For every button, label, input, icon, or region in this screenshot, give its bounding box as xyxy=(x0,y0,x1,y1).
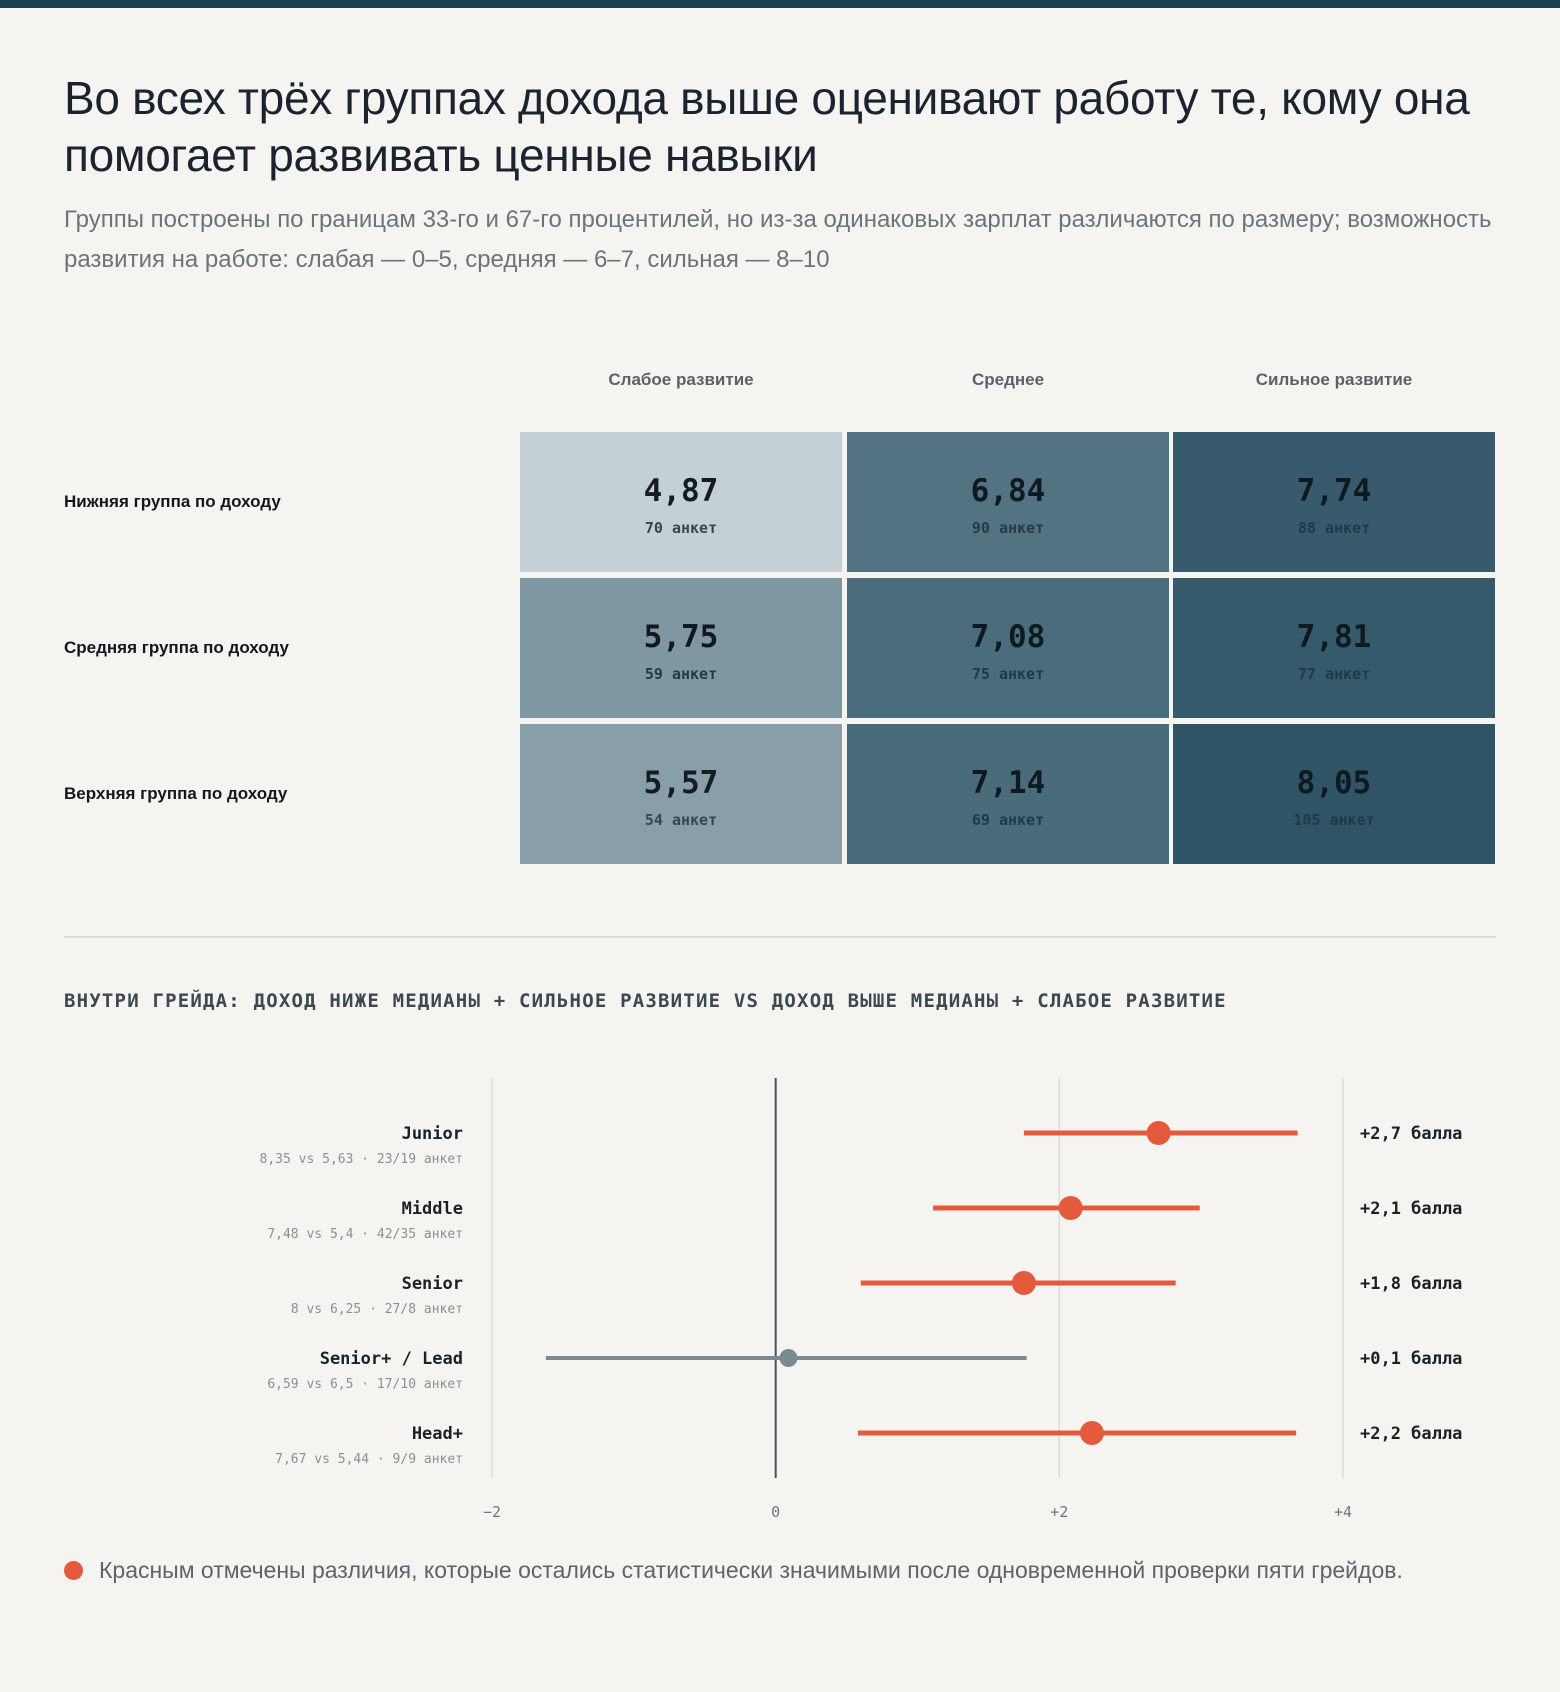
point-estimate xyxy=(1011,1271,1036,1295)
point-estimate xyxy=(779,1349,798,1367)
grade-label: Senior+ / Lead xyxy=(320,1349,463,1369)
page-title: Во всех трёх группах дохода выше оценива… xyxy=(64,72,1470,181)
heatmap-cell-count: 59 анкет xyxy=(644,665,718,683)
heatmap-cell: 7,74 88 анкет xyxy=(1173,432,1495,572)
point-estimate xyxy=(1058,1196,1083,1220)
point-estimate xyxy=(1146,1121,1171,1145)
heatmap-cell: 7,81 77 анкет xyxy=(1173,578,1495,718)
heatmap-cell-value: 7,74 xyxy=(1296,473,1372,509)
footnote-text: Красным отмечены различия, которые остал… xyxy=(99,1557,1403,1583)
heatmap-row-label: Нижняя группа по доходу xyxy=(64,492,281,511)
heatmap-cell-value: 7,08 xyxy=(970,619,1046,655)
heatmap-row-label: Верхняя группа по доходу xyxy=(64,784,288,803)
effect-label: +2,1 балла xyxy=(1360,1199,1462,1219)
top-accent-bar xyxy=(0,0,1560,8)
heatmap-cell-count: 77 анкет xyxy=(1297,665,1371,683)
grade-detail: 7,67 vs 5,44 · 9/9 анкет xyxy=(275,1452,463,1467)
x-tick-label: −2 xyxy=(483,1503,501,1521)
heatmap-column-header: Среднее xyxy=(971,370,1045,389)
heatmap-cell-count: 88 анкет xyxy=(1297,519,1371,537)
section-divider xyxy=(64,936,1496,938)
heatmap-cell: 4,87 70 анкет xyxy=(520,432,842,572)
heatmap-cell: 5,57 54 анкет xyxy=(520,724,842,864)
heatmap-cell: 6,84 90 анкет xyxy=(847,432,1169,572)
heatmap-cell: 8,05 105 анкет xyxy=(1173,724,1495,864)
heatmap-cell-value: 7,14 xyxy=(970,765,1046,801)
grade-detail: 8,35 vs 5,63 · 23/19 анкет xyxy=(260,1152,464,1167)
heatmap-cell-count: 75 анкет xyxy=(971,665,1045,683)
heatmap-cell: 7,08 75 анкет xyxy=(847,578,1169,718)
grade-detail: 7,48 vs 5,4 · 42/35 анкет xyxy=(267,1227,463,1242)
heatmap-cell-count: 54 анкет xyxy=(644,811,718,829)
x-tick-label: +2 xyxy=(1050,1503,1068,1521)
heatmap-cell-value: 5,75 xyxy=(643,619,719,655)
heatmap-cell: 7,14 69 анкет xyxy=(847,724,1169,864)
x-tick-label: 0 xyxy=(771,1503,780,1521)
heatmap-row-label: Средняя группа по доходу xyxy=(64,638,289,657)
grade-detail: 8 vs 6,25 · 27/8 анкет xyxy=(291,1302,463,1317)
heatmap-cell-value: 6,84 xyxy=(970,473,1046,509)
heatmap-column-header: Слабое развитие xyxy=(608,370,754,389)
effect-label: +0,1 балла xyxy=(1360,1349,1462,1369)
effect-label: +2,2 балла xyxy=(1360,1424,1462,1444)
effect-label: +2,7 балла xyxy=(1360,1124,1462,1144)
grade-detail: 6,59 vs 6,5 · 17/10 анкет xyxy=(267,1377,463,1392)
grade-label: Middle xyxy=(402,1199,463,1219)
heatmap-cell-value: 5,57 xyxy=(643,765,719,801)
heatmap-column-header: Сильное развитие xyxy=(1255,370,1413,389)
footnote: Красным отмечены различия, которые остал… xyxy=(64,1552,1464,1588)
heatmap-cell: 5,75 59 анкет xyxy=(520,578,842,718)
effect-label: +1,8 балла xyxy=(1360,1274,1462,1294)
x-tick-label: +4 xyxy=(1334,1503,1352,1521)
heatmap-cell-value: 4,87 xyxy=(643,473,719,509)
heatmap-cell-count: 69 анкет xyxy=(971,811,1045,829)
heatmap-cell-count: 90 анкет xyxy=(971,519,1045,537)
page-subtitle: Группы построены по границам 33-го и 67-… xyxy=(64,206,1492,273)
forest-plot-title: ВНУТРИ ГРЕЙДА: ДОХОД НИЖЕ МЕДИАНЫ + СИЛЬ… xyxy=(64,990,1227,1012)
heatmap-cell-value: 7,81 xyxy=(1296,619,1372,655)
grade-label: Senior xyxy=(402,1274,463,1294)
point-estimate xyxy=(1079,1421,1104,1445)
grade-label: Head+ xyxy=(412,1424,463,1444)
forest-plot: −2 0 +2 +4 Junior 8,35 vs 5,63 · 23/19 анкет +… xyxy=(260,1078,1462,1521)
heatmap-cell-count: 70 анкет xyxy=(644,519,718,537)
grade-label: Junior xyxy=(402,1124,463,1144)
significance-legend-dot xyxy=(64,1561,83,1580)
heatmap-cell-count: 105 анкет xyxy=(1293,811,1375,829)
heatmap-cell-value: 8,05 xyxy=(1296,765,1372,801)
